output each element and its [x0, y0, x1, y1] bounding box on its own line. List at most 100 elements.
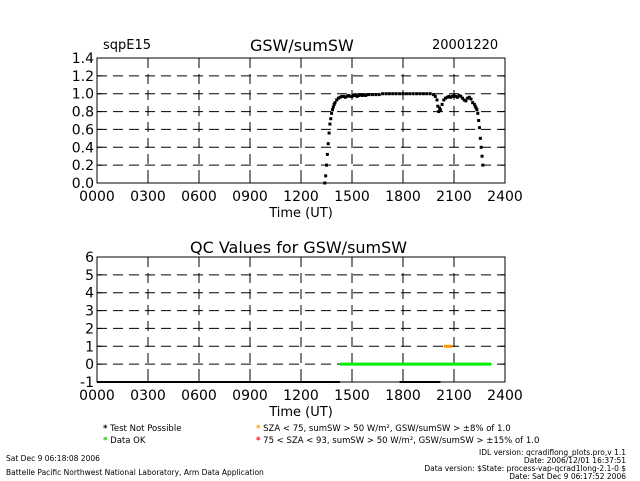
data-point — [345, 94, 349, 98]
x-tick-label: 0000 — [79, 388, 115, 404]
site-label: sqpE15 — [103, 38, 152, 53]
y-tick-label: 0.8 — [72, 105, 94, 121]
x-tick-label: 1200 — [283, 388, 319, 404]
data-point — [438, 106, 442, 110]
data-point — [350, 94, 354, 98]
data-point — [481, 163, 485, 167]
data-point — [332, 102, 336, 106]
data-point — [478, 136, 482, 140]
y-tick-label: 0.2 — [72, 158, 94, 174]
data-point — [347, 94, 351, 97]
data-point — [391, 92, 395, 96]
data-point — [323, 181, 327, 185]
data-point — [440, 102, 444, 106]
data-point — [374, 93, 378, 97]
data-point — [381, 92, 385, 96]
legend-item-sza-75-93: * 75 < SZA < 93, sumSW > 50 W/m², GSW/su… — [256, 436, 539, 446]
data-point — [442, 98, 446, 102]
y-tick-label: 0 — [85, 357, 94, 373]
data-point — [457, 94, 461, 97]
data-point — [454, 94, 458, 98]
data-point — [435, 98, 439, 102]
data-point — [336, 96, 340, 100]
legend-label: Data OK — [110, 436, 146, 446]
data-point — [364, 94, 368, 97]
data-point — [342, 94, 345, 98]
data-point — [475, 108, 479, 112]
data-point — [325, 152, 329, 156]
data-point — [425, 92, 429, 96]
data-point — [353, 94, 357, 97]
data-point — [452, 94, 456, 97]
y-tick-label: -1 — [80, 375, 94, 391]
data-point — [474, 106, 478, 110]
data-point — [340, 94, 344, 98]
y-tick-label: 0.4 — [72, 140, 94, 156]
data-point — [464, 99, 468, 103]
x-tick-label: 1800 — [385, 388, 421, 404]
data-point — [436, 104, 440, 108]
x-tick-label: 0900 — [232, 189, 268, 205]
x-axis-title: Time (UT) — [268, 405, 333, 420]
x-tick-label: 2100 — [436, 388, 472, 404]
legend-item-sza-under-75: * SZA < 75, sumSW > 50 W/m², GSW/sumSW >… — [256, 424, 511, 434]
y-tick-label: 1.0 — [72, 87, 94, 103]
data-point — [384, 92, 388, 96]
x-tick-label: 1200 — [283, 189, 319, 205]
data-point — [367, 93, 371, 97]
data-point — [401, 92, 405, 96]
data-point — [333, 101, 337, 105]
data-point — [338, 95, 342, 99]
data-point — [377, 93, 381, 97]
data-point — [455, 95, 459, 99]
data-point — [447, 94, 451, 98]
footer-data-date: Date: Sat Dec 9 06:17:52 2006 — [509, 472, 626, 481]
data-point — [469, 97, 473, 101]
data-point — [480, 154, 484, 158]
x-tick-label: 0000 — [79, 189, 115, 205]
x-tick-label: 0600 — [181, 189, 217, 205]
data-point — [415, 92, 419, 96]
x-tick-label: 2100 — [436, 189, 472, 205]
x-tick-label: 1500 — [334, 388, 370, 404]
data-point — [394, 92, 398, 96]
footer-timestamp: Sat Dec 9 06:18:08 2006 — [6, 454, 100, 463]
data-point — [418, 92, 422, 96]
data-point — [437, 110, 441, 114]
data-point — [445, 95, 449, 99]
y-tick-label: 4 — [85, 286, 94, 302]
data-point — [398, 92, 402, 96]
x-tick-label: 2400 — [487, 189, 523, 205]
x-tick-label: 2400 — [487, 388, 523, 404]
data-point — [335, 98, 339, 102]
data-point — [328, 122, 332, 126]
data-point — [428, 92, 432, 96]
x-tick-label: 0600 — [181, 388, 217, 404]
y-tick-label: 3 — [85, 304, 94, 320]
legend-label: 75 < SZA < 93, sumSW > 50 W/m², GSW/sumS… — [263, 436, 540, 446]
footer-idl-date: Date: 2006/12/01 16:37:51 — [523, 456, 626, 465]
data-point — [472, 102, 476, 106]
y-tick-label: 0.6 — [72, 122, 94, 138]
data-point — [421, 92, 425, 96]
y-tick-label: 1 — [85, 339, 94, 355]
data-point — [477, 119, 481, 122]
data-point — [466, 96, 470, 100]
x-axis-title: Time (UT) — [268, 206, 333, 221]
data-point — [365, 93, 369, 97]
star-icon: * — [256, 424, 261, 434]
data-point — [360, 94, 364, 97]
data-point — [438, 108, 442, 112]
data-point — [331, 105, 335, 109]
data-point — [476, 111, 480, 115]
data-point — [352, 94, 356, 97]
data-point — [370, 93, 374, 97]
x-tick-label: 0300 — [130, 189, 166, 205]
data-point — [433, 94, 437, 98]
data-point — [459, 94, 463, 98]
y-tick-label: 2 — [85, 321, 94, 337]
data-point — [359, 93, 362, 97]
data-point — [330, 111, 334, 115]
data-point — [467, 95, 471, 99]
